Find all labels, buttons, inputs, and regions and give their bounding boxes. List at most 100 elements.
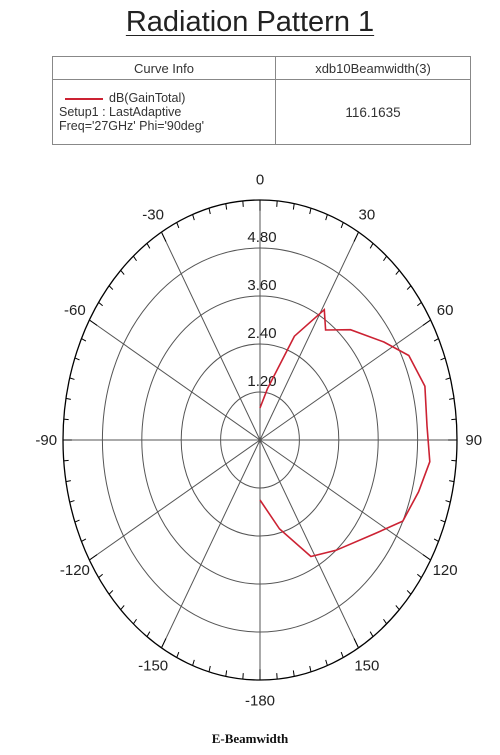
boundary-tick bbox=[353, 638, 359, 649]
boundary-tick bbox=[176, 222, 180, 229]
boundary-tick bbox=[81, 538, 87, 542]
boundary-tick bbox=[89, 319, 98, 326]
chart-title: Radiation Pattern 1 bbox=[125, 6, 375, 38]
radial-tick-label: 4.80 bbox=[247, 229, 276, 246]
angle-tick-label: -90 bbox=[35, 432, 57, 449]
radial-tick-label: 3.60 bbox=[247, 277, 276, 294]
boundary-tick bbox=[208, 665, 211, 672]
boundary-tick bbox=[340, 222, 344, 229]
boundary-tick bbox=[225, 670, 228, 677]
boundary-tick bbox=[63, 418, 69, 421]
boundary-tick bbox=[406, 285, 412, 290]
legend-curve-params: Freq='27GHz' Phi='90deg' bbox=[59, 119, 205, 133]
boundary-tick bbox=[81, 338, 87, 342]
boundary-tick bbox=[449, 397, 455, 400]
angular-grid-spoke bbox=[259, 231, 359, 441]
boundary-tick bbox=[433, 538, 439, 542]
legend-curve-setup: Setup1 : LastAdaptive bbox=[59, 105, 182, 119]
boundary-tick bbox=[325, 659, 328, 666]
boundary-tick bbox=[395, 269, 400, 275]
angle-tick-label: -150 bbox=[138, 658, 168, 675]
boundary-tick bbox=[395, 605, 400, 611]
angle-tick-label: 150 bbox=[354, 658, 379, 675]
boundary-tick bbox=[98, 573, 103, 579]
boundary-tick bbox=[451, 459, 457, 462]
angle-tick-label: -120 bbox=[60, 562, 90, 579]
boundary-tick bbox=[406, 590, 412, 595]
boundary-tick bbox=[440, 519, 446, 523]
boundary-tick bbox=[108, 590, 114, 595]
boundary-tick bbox=[369, 631, 374, 637]
boundary-tick bbox=[440, 357, 446, 361]
boundary-tick bbox=[292, 670, 295, 677]
angle-tick-label: 90 bbox=[465, 432, 482, 449]
boundary-tick bbox=[63, 459, 69, 462]
boundary-tick bbox=[292, 203, 295, 210]
boundary-tick bbox=[309, 665, 312, 672]
angular-grid-spoke bbox=[89, 319, 261, 441]
boundary-tick bbox=[422, 319, 431, 326]
angle-tick-label: -30 bbox=[142, 206, 164, 223]
boundary-tick bbox=[69, 377, 75, 380]
boundary-tick bbox=[74, 519, 80, 523]
angle-tick-label: 0 bbox=[256, 172, 264, 189]
legend-header-curve-info: Curve Info bbox=[52, 56, 276, 80]
boundary-tick bbox=[383, 255, 388, 262]
angular-grid-spoke bbox=[259, 439, 359, 649]
boundary-tick bbox=[353, 231, 359, 242]
boundary-tick bbox=[146, 631, 151, 637]
boundary-tick bbox=[65, 397, 71, 400]
angular-grid-spoke bbox=[89, 439, 261, 561]
boundary-tick bbox=[120, 269, 125, 275]
boundary-tick bbox=[161, 231, 167, 242]
angular-grid-spoke bbox=[259, 319, 431, 441]
radial-tick-label: 2.40 bbox=[247, 325, 276, 342]
angle-tick-label: -60 bbox=[64, 302, 86, 319]
figure-caption: E-Beamwidth bbox=[211, 731, 289, 746]
boundary-tick bbox=[417, 301, 422, 307]
boundary-tick bbox=[449, 480, 455, 483]
boundary-tick bbox=[161, 638, 167, 649]
boundary-tick bbox=[89, 554, 98, 561]
boundary-tick bbox=[132, 618, 137, 625]
legend-header-beamwidth: xdb10Beamwidth(3) bbox=[275, 56, 471, 80]
boundary-tick bbox=[445, 377, 451, 380]
boundary-tick bbox=[369, 243, 374, 249]
legend-curve-info: dB(GainTotal) Setup1 : LastAdaptive Freq… bbox=[52, 79, 276, 145]
legend-curve-name: dB(GainTotal) bbox=[109, 91, 186, 105]
radial-tick-label: 1.20 bbox=[247, 373, 276, 390]
boundary-tick bbox=[192, 214, 195, 221]
boundary-tick bbox=[422, 554, 431, 561]
boundary-tick bbox=[176, 651, 180, 658]
legend-table: Curve Info xdb10Beamwidth(3) dB(GainTota… bbox=[52, 56, 471, 145]
boundary-tick bbox=[108, 285, 114, 290]
curve-swatch bbox=[65, 97, 103, 100]
boundary-tick bbox=[192, 659, 195, 666]
boundary-tick bbox=[98, 301, 103, 307]
boundary-tick bbox=[340, 651, 344, 658]
boundary-tick bbox=[417, 573, 422, 579]
boundary-tick bbox=[132, 255, 137, 262]
series-curve-gaintotal bbox=[259, 308, 431, 558]
boundary-tick bbox=[74, 357, 80, 361]
boundary-tick bbox=[445, 500, 451, 503]
boundary-tick bbox=[146, 243, 151, 249]
boundary-tick bbox=[433, 338, 439, 342]
angle-tick-label: -180 bbox=[245, 692, 275, 709]
boundary-tick bbox=[451, 418, 457, 421]
boundary-tick bbox=[309, 208, 312, 215]
boundary-tick bbox=[383, 618, 388, 625]
angle-tick-label: 60 bbox=[437, 302, 454, 319]
boundary-tick bbox=[69, 500, 75, 503]
angle-tick-label: 30 bbox=[359, 206, 376, 223]
boundary-tick bbox=[325, 214, 328, 221]
angle-tick-label: 120 bbox=[433, 562, 458, 579]
boundary-tick bbox=[65, 480, 71, 483]
angular-grid-spoke bbox=[161, 439, 261, 649]
angular-grid-spoke bbox=[259, 439, 431, 561]
boundary-tick bbox=[120, 605, 125, 611]
angular-grid-spoke bbox=[161, 231, 261, 441]
boundary-tick bbox=[225, 203, 228, 210]
legend-beamwidth-value: 116.1635 bbox=[275, 79, 471, 145]
